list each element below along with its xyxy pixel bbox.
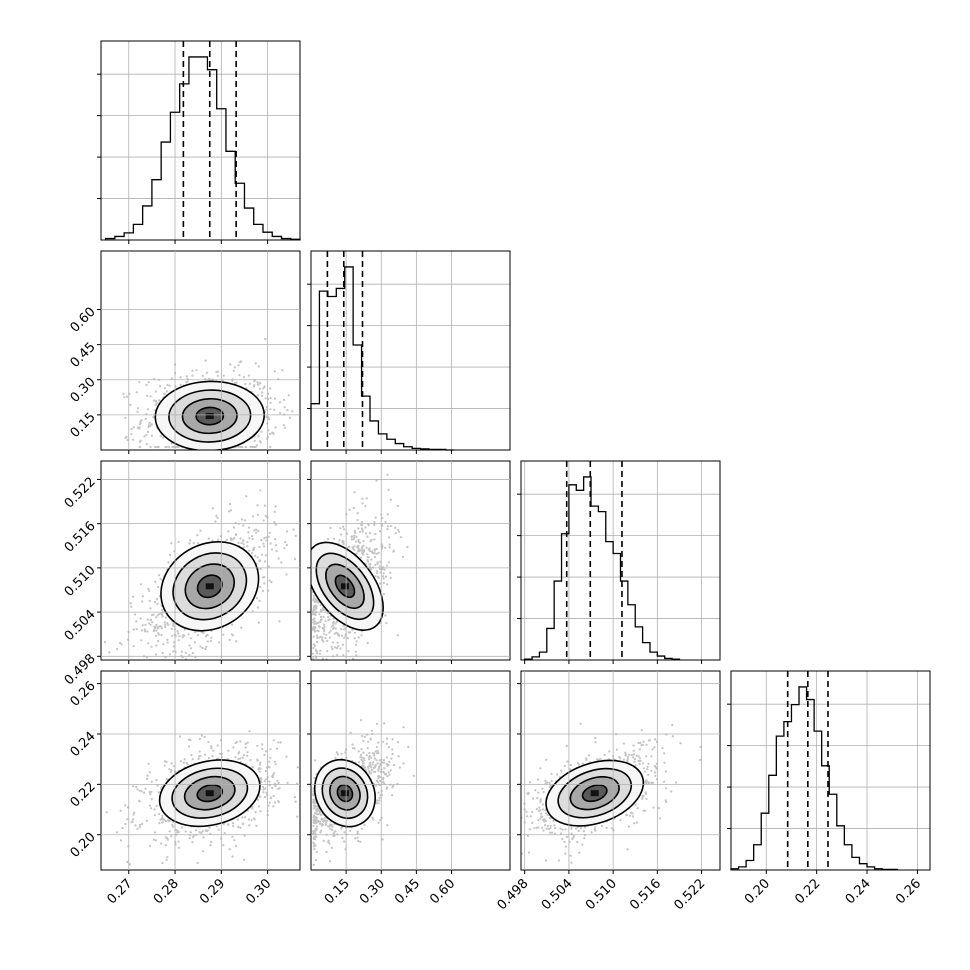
x-tick-label: 0.20 [742, 876, 773, 907]
x-tick-labels-0: 0.27 0.28 0.29 0.30 [105, 876, 275, 907]
histogram-step [310, 266, 455, 451]
panel-frame [520, 460, 721, 661]
grid-lines [101, 251, 300, 450]
density-peak [205, 583, 214, 590]
panel-frame [730, 670, 931, 871]
tick-marks [307, 478, 452, 664]
y-tick-labels-2: 0.498 0.504 0.510 0.516 0.522 [62, 474, 99, 688]
histogram-3 [730, 671, 898, 871]
y-tick-label: 0.516 [62, 519, 99, 556]
y-tick-label: 0.15 [68, 410, 99, 441]
x-tick-label: 0.30 [357, 876, 388, 907]
density-layer [122, 337, 294, 450]
x-tick-label: 0.22 [792, 876, 823, 907]
panel-frame [310, 250, 511, 451]
x-tick-label: 0.516 [627, 876, 664, 913]
density-layer [312, 719, 415, 866]
panel-frame [100, 460, 301, 661]
pair-3-0 [100, 670, 301, 871]
density-peak [205, 413, 214, 420]
histogram-1 [310, 251, 455, 451]
x-tick-label: 0.24 [843, 876, 874, 907]
y-tick-label: 0.522 [62, 474, 99, 511]
panel-frame [520, 670, 721, 871]
density-layer [105, 730, 299, 866]
histogram-0 [104, 41, 301, 240]
panel-frame [100, 250, 301, 451]
x-tick-label: 0.510 [583, 876, 620, 913]
x-tick-label: 0.28 [151, 876, 182, 907]
x-tick-labels-3: 0.20 0.22 0.24 0.26 [742, 876, 924, 907]
pair-3-2 [520, 670, 721, 871]
x-tick-label: 0.30 [243, 876, 274, 907]
x-tick-label: 0.29 [197, 876, 228, 907]
y-tick-label: 0.22 [68, 779, 99, 810]
tick-marks [727, 703, 918, 874]
y-tick-label: 0.20 [68, 830, 99, 861]
panel-frame [310, 460, 511, 661]
histogram-step [730, 686, 898, 871]
pair-1-0 [100, 250, 301, 451]
x-tick-labels-2: 0.498 0.504 0.510 0.516 0.522 [495, 876, 709, 913]
x-tick-label: 0.498 [495, 876, 532, 913]
y-tick-label: 0.510 [62, 563, 99, 600]
histogram-step [524, 476, 681, 660]
pair-2-0 [100, 460, 301, 661]
grid-lines [731, 671, 930, 870]
histogram-2 [524, 461, 681, 660]
y-tick-label: 0.24 [68, 729, 99, 760]
x-tick-label: 0.504 [539, 876, 576, 913]
x-tick-label: 0.26 [893, 876, 924, 907]
panel-frame [310, 670, 511, 871]
panel-frame [100, 670, 301, 871]
density-layer [521, 722, 702, 864]
grid-lines [101, 461, 300, 660]
grid-lines [101, 41, 300, 240]
y-tick-label: 0.504 [62, 607, 99, 644]
density-peak [205, 790, 214, 797]
x-tick-label: 0.45 [392, 876, 423, 907]
y-tick-label: 0.30 [68, 375, 99, 406]
tick-marks [97, 683, 269, 874]
x-tick-label: 0.27 [105, 876, 136, 907]
density-layer [103, 489, 297, 660]
grid-lines [521, 671, 720, 870]
tick-marks [97, 73, 269, 244]
x-tick-label: 0.60 [427, 876, 458, 907]
density-peak [590, 790, 599, 797]
y-tick-label: 0.60 [68, 305, 99, 336]
panel-frame [100, 40, 301, 241]
y-tick-labels-3: 0.200.220.240.26 [68, 679, 99, 861]
grid-lines [311, 461, 510, 660]
grid-lines [311, 251, 510, 450]
grid-lines [101, 671, 300, 870]
y-tick-labels-1: 0.15 0.30 0.45 0.60 [68, 305, 99, 441]
tick-marks [97, 309, 269, 454]
pair-2-1 [310, 460, 511, 661]
tick-marks [517, 493, 703, 664]
x-tick-labels-1: 0.15 0.30 0.45 0.60 [322, 876, 458, 907]
pair-3-1 [310, 670, 511, 871]
density-peak [340, 790, 349, 797]
density-layer [311, 473, 409, 660]
tick-marks [517, 683, 703, 874]
density-peak [340, 583, 349, 590]
y-tick-label: 0.45 [68, 340, 99, 371]
x-tick-label: 0.522 [671, 876, 708, 913]
tick-marks [307, 683, 452, 874]
grid-lines [311, 671, 510, 870]
histogram-step [104, 56, 301, 240]
tick-marks [307, 283, 452, 454]
y-tick-label: 0.498 [62, 651, 99, 688]
tick-marks [97, 478, 269, 664]
x-tick-label: 0.15 [322, 876, 353, 907]
